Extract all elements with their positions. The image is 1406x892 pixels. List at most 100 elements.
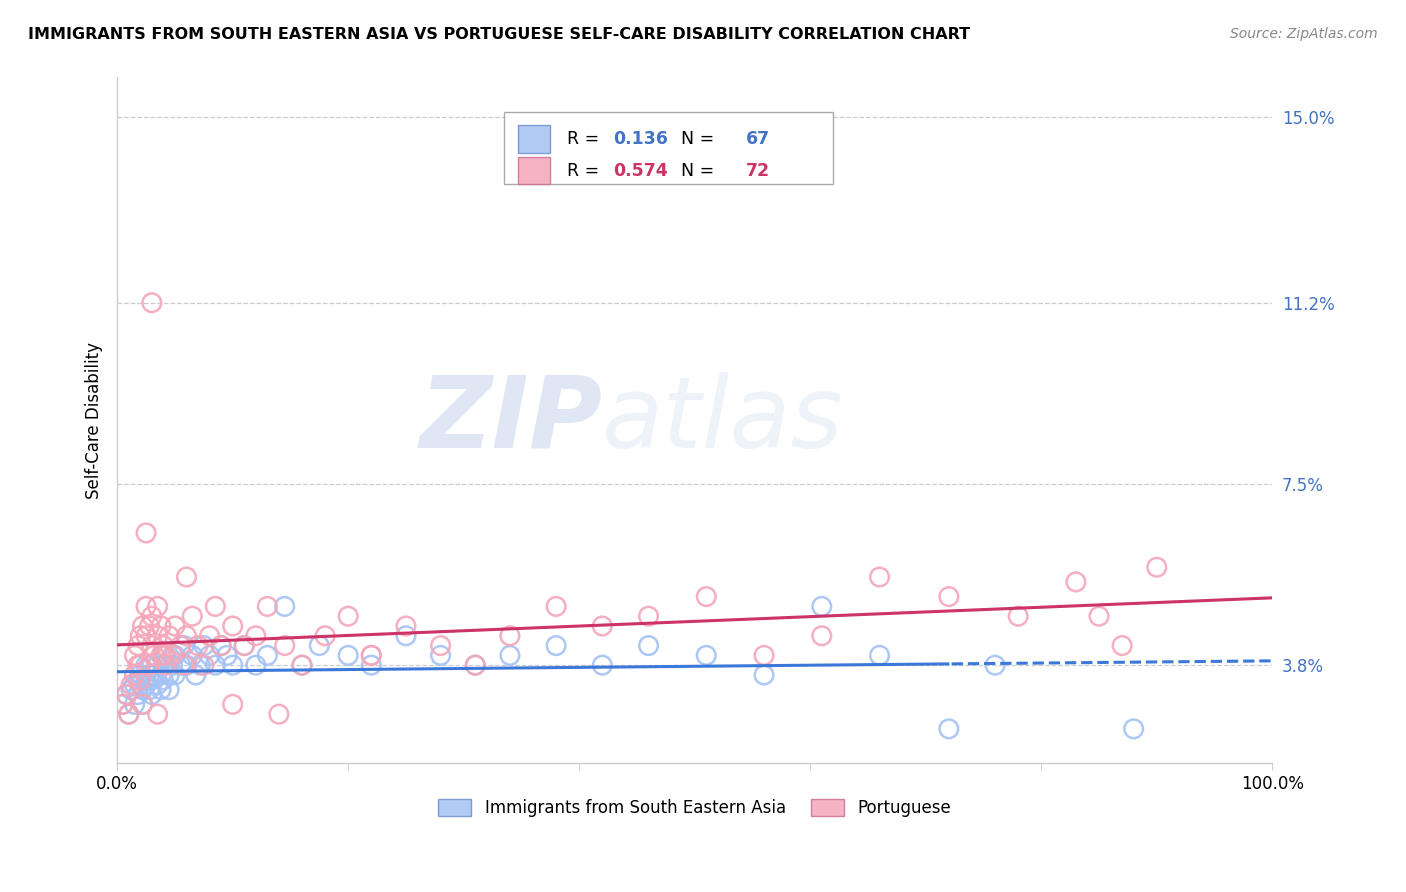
- Point: [135, 599, 157, 614]
- Point: [181, 648, 204, 663]
- Point: [499, 629, 522, 643]
- Text: 72: 72: [745, 161, 769, 180]
- Point: [256, 599, 278, 614]
- Point: [150, 619, 173, 633]
- Point: [131, 698, 153, 712]
- Point: [152, 673, 174, 687]
- Point: [869, 648, 891, 663]
- Point: [146, 599, 169, 614]
- Point: [146, 629, 169, 643]
- Point: [115, 688, 138, 702]
- Point: [155, 658, 177, 673]
- Point: [184, 668, 207, 682]
- Point: [198, 648, 221, 663]
- Point: [141, 295, 163, 310]
- Point: [163, 619, 186, 633]
- Point: [395, 629, 418, 643]
- Point: [173, 658, 195, 673]
- Point: [752, 668, 775, 682]
- Point: [395, 619, 418, 633]
- Point: [124, 648, 146, 663]
- Point: [138, 668, 160, 682]
- Point: [138, 682, 160, 697]
- Point: [190, 658, 212, 673]
- FancyBboxPatch shape: [517, 126, 550, 153]
- Point: [1122, 722, 1144, 736]
- Y-axis label: Self-Care Disability: Self-Care Disability: [86, 342, 103, 499]
- Point: [810, 629, 832, 643]
- Legend: Immigrants from South Eastern Asia, Portuguese: Immigrants from South Eastern Asia, Port…: [432, 792, 957, 823]
- Point: [176, 658, 198, 673]
- Point: [146, 658, 169, 673]
- Point: [187, 639, 209, 653]
- Point: [170, 639, 193, 653]
- Point: [360, 658, 382, 673]
- Point: [141, 688, 163, 702]
- Point: [429, 639, 451, 653]
- Point: [938, 722, 960, 736]
- Text: R =: R =: [567, 130, 605, 148]
- Point: [120, 682, 142, 697]
- Point: [215, 648, 238, 663]
- Point: [141, 609, 163, 624]
- Point: [141, 639, 163, 653]
- Point: [135, 629, 157, 643]
- Point: [152, 648, 174, 663]
- Point: [222, 658, 245, 673]
- Point: [129, 629, 152, 643]
- Point: [464, 658, 486, 673]
- Point: [308, 639, 330, 653]
- Point: [181, 609, 204, 624]
- Point: [1111, 639, 1133, 653]
- Point: [695, 590, 717, 604]
- Point: [752, 648, 775, 663]
- Point: [129, 673, 152, 687]
- Point: [111, 698, 134, 712]
- Point: [170, 658, 193, 673]
- Point: [155, 648, 177, 663]
- Point: [291, 658, 314, 673]
- Point: [135, 525, 157, 540]
- Point: [984, 658, 1007, 673]
- Point: [499, 648, 522, 663]
- Point: [360, 648, 382, 663]
- Point: [120, 678, 142, 692]
- Point: [273, 599, 295, 614]
- Point: [157, 682, 180, 697]
- Text: IMMIGRANTS FROM SOUTH EASTERN ASIA VS PORTUGUESE SELF-CARE DISABILITY CORRELATIO: IMMIGRANTS FROM SOUTH EASTERN ASIA VS PO…: [28, 27, 970, 42]
- Point: [198, 629, 221, 643]
- Point: [291, 658, 314, 673]
- Point: [267, 707, 290, 722]
- Point: [131, 619, 153, 633]
- Point: [204, 599, 226, 614]
- Text: R =: R =: [567, 161, 605, 180]
- Point: [591, 658, 613, 673]
- Point: [245, 658, 267, 673]
- Point: [152, 658, 174, 673]
- Point: [138, 658, 160, 673]
- Point: [157, 629, 180, 643]
- Point: [233, 639, 256, 653]
- Point: [233, 639, 256, 653]
- Point: [124, 698, 146, 712]
- Point: [157, 668, 180, 682]
- Point: [695, 648, 717, 663]
- Point: [124, 668, 146, 682]
- Point: [173, 639, 195, 653]
- Point: [115, 688, 138, 702]
- Point: [222, 619, 245, 633]
- Point: [131, 682, 153, 697]
- Text: 0.136: 0.136: [613, 130, 668, 148]
- Point: [869, 570, 891, 584]
- Point: [546, 639, 568, 653]
- Point: [546, 599, 568, 614]
- Point: [360, 648, 382, 663]
- Point: [176, 629, 198, 643]
- Point: [129, 668, 152, 682]
- Point: [273, 639, 295, 653]
- Point: [209, 639, 232, 653]
- Point: [141, 673, 163, 687]
- Point: [118, 707, 141, 722]
- Point: [464, 658, 486, 673]
- Point: [245, 629, 267, 643]
